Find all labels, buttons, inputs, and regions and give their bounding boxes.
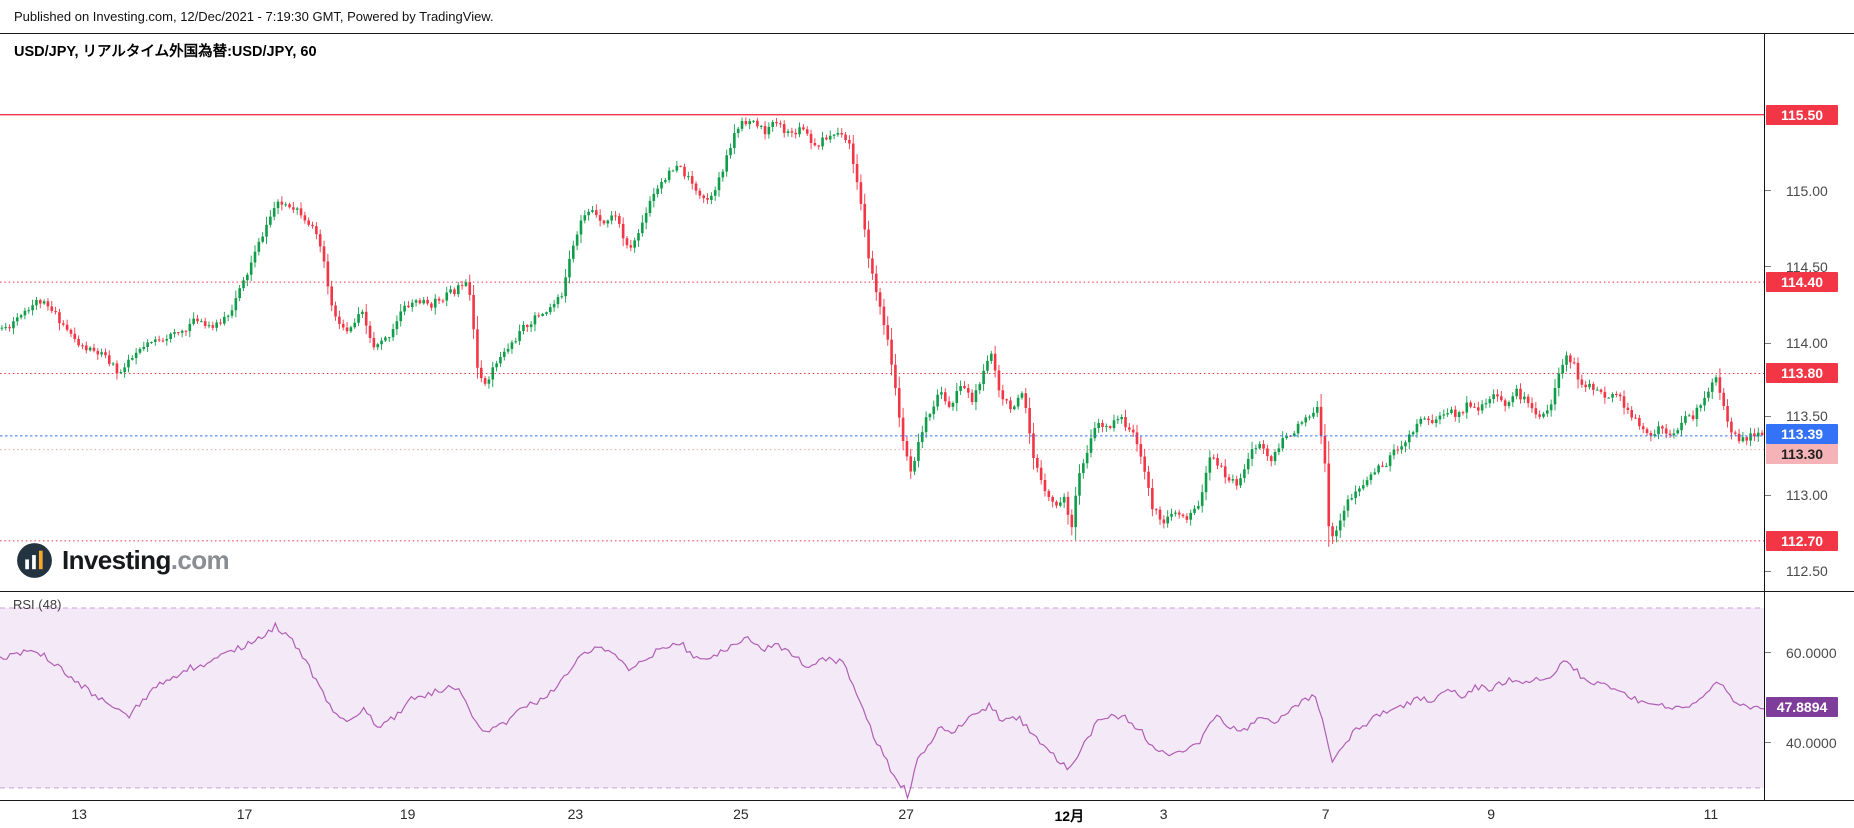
time-label-11: 11 xyxy=(1703,806,1719,822)
time-label-27: 27 xyxy=(898,806,914,822)
time-axis[interactable]: 13 17 19 23 25 27 12月 3 7 9 11 xyxy=(0,801,1854,828)
time-axis-divider xyxy=(0,800,1854,801)
price-label-114.50: 114.50 xyxy=(1786,258,1828,275)
logo-tld: .com xyxy=(170,545,230,575)
candles xyxy=(0,117,1764,547)
time-label-25: 25 xyxy=(733,806,749,822)
logo-name: Investing xyxy=(62,545,171,575)
time-label-12月: 12月 xyxy=(1054,808,1085,824)
investing-logo-icon xyxy=(17,543,52,578)
price-label-113.00: 113.00 xyxy=(1786,487,1828,504)
time-label-23: 23 xyxy=(567,806,584,822)
rsi-tick xyxy=(1765,742,1771,744)
price-label-114.00: 114.00 xyxy=(1786,335,1828,352)
candlestick-chart[interactable] xyxy=(0,56,1764,592)
time-label-3: 3 xyxy=(1159,806,1168,822)
rsi-chart[interactable] xyxy=(0,592,1764,800)
rsi-tick-label-40.0000: 40.0000 xyxy=(1786,734,1837,751)
price-tick xyxy=(1765,266,1771,268)
publish-info: Published on Investing.com, 12/Dec/2021 … xyxy=(14,9,494,24)
price-badge-113.30: 113.30 xyxy=(1766,443,1838,464)
rsi-indicator-label[interactable]: RSI (48) xyxy=(13,597,62,612)
chart-title: USD/JPY, リアルタイム外国為替:USD/JPY, 60 xyxy=(14,44,317,60)
time-label-13: 13 xyxy=(71,806,87,822)
price-badge-113.80: 113.80 xyxy=(1766,363,1838,384)
price-tick xyxy=(1765,570,1771,572)
panel-divider xyxy=(0,591,1854,592)
investing-logo[interactable]: Investing.com xyxy=(16,542,230,579)
price-badge-113.39: 113.39 xyxy=(1766,423,1838,444)
rsi-line xyxy=(0,621,1764,800)
logo-text: Investing.com xyxy=(62,545,230,576)
level-lines xyxy=(0,114,1764,542)
time-label-9: 9 xyxy=(1487,806,1495,822)
price-label-112.50: 112.50 xyxy=(1786,563,1828,580)
rsi-tick xyxy=(1765,652,1771,654)
price-badge-112.70: 112.70 xyxy=(1766,530,1838,551)
time-label-19: 19 xyxy=(399,806,416,822)
price-label-113.50: 113.50 xyxy=(1786,408,1828,425)
price-tick xyxy=(1765,494,1771,496)
price-axis[interactable]: 115.00 114.50 114.00 113.50 113.00 112.50 115.… xyxy=(1764,33,1854,800)
price-tick xyxy=(1765,190,1771,192)
price-tick xyxy=(1765,342,1771,344)
rsi-band xyxy=(0,608,1764,788)
rsi-value-badge: 47.8894 xyxy=(1766,697,1838,718)
price-label-115.00: 115.00 xyxy=(1786,182,1828,199)
time-label-7: 7 xyxy=(1321,806,1330,822)
price-badge-115.50: 115.50 xyxy=(1766,104,1838,125)
rsi-tick-label-60.0000: 60.0000 xyxy=(1786,644,1837,661)
price-tick xyxy=(1765,415,1771,417)
price-badge-114.40: 114.40 xyxy=(1766,272,1838,293)
header-divider xyxy=(0,33,1854,34)
time-label-17: 17 xyxy=(236,806,253,822)
